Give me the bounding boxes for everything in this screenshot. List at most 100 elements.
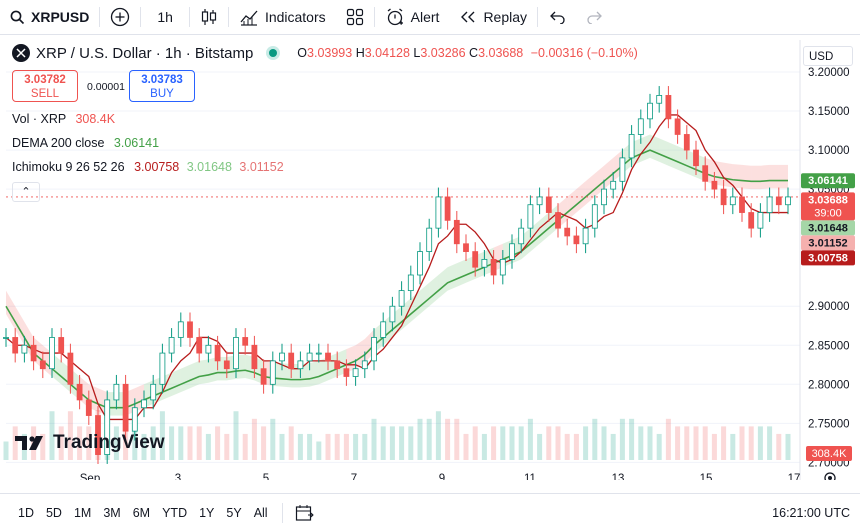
price-chart[interactable]: 3.200003.150003.100003.050002.900002.850… xyxy=(0,40,860,480)
cloud-segment xyxy=(456,259,466,287)
compare-button[interactable] xyxy=(100,0,140,34)
volume-bar xyxy=(546,426,552,460)
cloud-segment xyxy=(208,356,218,383)
cloud-segment xyxy=(171,368,181,397)
range-button[interactable]: 3M xyxy=(103,506,121,520)
cloud-segment xyxy=(668,142,678,170)
candle-body xyxy=(656,95,663,104)
x-tick-label: 7 xyxy=(351,473,357,480)
undo-button[interactable] xyxy=(538,0,576,34)
price-label-text: 3.01648 xyxy=(808,222,848,234)
volume-bar xyxy=(711,433,717,460)
cloud-segment xyxy=(199,359,209,385)
range-button[interactable]: 1M xyxy=(73,506,92,520)
candle-body xyxy=(757,212,764,229)
cloud-segment xyxy=(723,162,733,188)
settings-gear-icon[interactable] xyxy=(824,472,836,480)
candle-body xyxy=(785,196,791,206)
volume-bar xyxy=(684,426,690,460)
collapse-legend-button[interactable]: ⌃ xyxy=(12,182,40,202)
volume-indicator-label: Vol · XRP xyxy=(12,112,66,126)
volume-bar xyxy=(178,426,184,460)
cloud-segment xyxy=(778,164,788,189)
candle-body xyxy=(288,352,295,370)
alert-button[interactable]: Alert xyxy=(375,0,450,34)
volume-bar xyxy=(3,441,9,460)
divider xyxy=(227,7,229,27)
range-button[interactable]: 6M xyxy=(132,506,151,520)
volume-bar xyxy=(454,418,460,460)
y-tick-label: 2.80000 xyxy=(808,379,850,391)
candle-body xyxy=(417,251,423,276)
buy-button[interactable]: 3.03783 BUY xyxy=(129,70,195,102)
volume-indicator-value: 308.4K xyxy=(75,112,116,126)
replay-button[interactable]: Replay xyxy=(449,0,537,34)
redo-icon xyxy=(586,10,604,24)
candle-body xyxy=(711,180,718,190)
candle-body xyxy=(426,227,433,252)
candle-body xyxy=(380,321,387,338)
volume-bar xyxy=(785,433,791,460)
ichimoku-indicator-row[interactable]: Ichimoku 9 26 52 26 3.00758 3.01648 3.01… xyxy=(12,160,284,174)
candle-body xyxy=(573,235,580,245)
indicators-button[interactable]: Indicators xyxy=(229,0,336,34)
range-button[interactable]: YTD xyxy=(162,506,188,520)
candle-body xyxy=(177,321,184,338)
candle-body xyxy=(279,352,285,362)
goto-date-icon[interactable] xyxy=(295,504,315,522)
candle-body xyxy=(260,368,267,385)
cloud-segment xyxy=(190,360,200,389)
price-label-text: 3.03688 xyxy=(808,194,848,206)
volume-bar xyxy=(702,426,708,460)
tradingview-logo[interactable]: TradingView xyxy=(15,432,165,454)
range-button[interactable]: All xyxy=(253,506,268,520)
range-button[interactable]: 5Y xyxy=(226,506,242,520)
candle-body xyxy=(481,258,488,268)
candle-body xyxy=(343,368,350,377)
price-label-box xyxy=(801,173,855,189)
volume-bar xyxy=(748,426,754,460)
currency-selector[interactable]: USD xyxy=(803,46,853,66)
chart-title[interactable]: XRP / U.S. Dollar · 1h · Bitstamp xyxy=(36,44,254,62)
cloud-segment xyxy=(410,290,420,322)
x-tick-label: 5 xyxy=(263,473,269,480)
volume-indicator-row[interactable]: Vol · XRP 308.4K xyxy=(12,112,115,126)
range-button[interactable]: 1D xyxy=(18,506,34,520)
candle-body xyxy=(444,196,451,221)
sell-button[interactable]: 3.03782 SELL xyxy=(12,70,78,102)
redo-button[interactable] xyxy=(576,0,614,34)
symbol-search[interactable]: XRPUSD xyxy=(0,0,99,34)
candle-body xyxy=(619,157,626,182)
ichimoku-value-2: 3.01648 xyxy=(186,160,232,174)
x-tick-label: 13 xyxy=(612,473,625,480)
dema-indicator-row[interactable]: DEMA 200 close 3.06141 xyxy=(12,136,159,150)
replay-label: Replay xyxy=(483,9,528,25)
range-button[interactable]: 5D xyxy=(45,506,62,520)
divider xyxy=(140,7,142,27)
range-button[interactable]: 1Y xyxy=(199,506,215,520)
interval-button[interactable]: 1h xyxy=(141,0,189,34)
date-range-buttons: 1D 5D 1M 3M 6M YTD 1Y 5Y All xyxy=(0,506,274,520)
rewind-icon xyxy=(459,10,477,24)
layouts-button[interactable] xyxy=(336,0,374,34)
candle-body xyxy=(58,337,65,354)
volume-bar xyxy=(592,418,598,460)
candle-body xyxy=(702,165,709,182)
volume-bar xyxy=(481,433,487,460)
volume-bar xyxy=(564,433,570,460)
volume-bar xyxy=(353,433,359,460)
price-label-text: 3.01152 xyxy=(808,237,847,249)
volume-bar xyxy=(417,418,423,460)
volume-bar xyxy=(776,433,782,460)
volume-bar xyxy=(187,426,193,460)
volume-bar xyxy=(150,426,156,460)
volume-bar xyxy=(40,433,46,460)
candle-body xyxy=(720,188,727,206)
cloud-segment xyxy=(751,165,761,190)
volume-bar xyxy=(334,433,340,460)
alarm-clock-icon xyxy=(385,7,405,27)
chart-type-button[interactable] xyxy=(190,0,228,34)
volume-bar xyxy=(279,433,285,460)
dema-indicator-value: 3.06141 xyxy=(113,136,160,150)
volume-bar xyxy=(500,426,506,460)
